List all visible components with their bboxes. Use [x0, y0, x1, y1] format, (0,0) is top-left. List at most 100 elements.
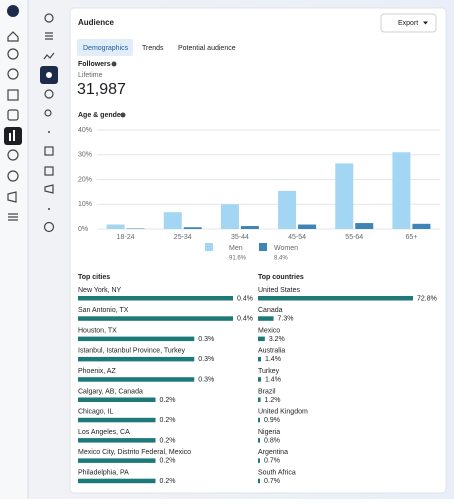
- chart-title: Top countries: [258, 274, 304, 281]
- category-label: Mexico: [258, 327, 280, 334]
- category-label: New York, NY: [78, 287, 122, 294]
- bar: [78, 377, 194, 382]
- category-label: San Antonio, TX: [78, 307, 129, 314]
- value-label: 0.7%: [264, 478, 280, 485]
- bar: [241, 226, 259, 229]
- bar: [78, 458, 156, 463]
- value-label: 0.2%: [160, 397, 176, 404]
- category-label: Mexico City, Distrito Federal, Mexico: [78, 449, 191, 456]
- value-label: 0.2%: [160, 417, 176, 424]
- category-label: South Africa: [258, 470, 296, 477]
- tab[interactable]: Demographics: [83, 45, 129, 52]
- legend-label: Women: [274, 245, 298, 252]
- x-tick-label: 35-44: [231, 234, 249, 241]
- bar: [298, 225, 316, 229]
- category-label: Istanbul, Istanbul Province, Turkey: [78, 348, 185, 355]
- category-label: Argentina: [258, 449, 288, 456]
- category-label: Philadelphia, PA: [78, 470, 129, 477]
- category-label: Brazil: [258, 388, 276, 395]
- bar: [258, 357, 261, 362]
- chart-title: Top cities: [78, 274, 110, 281]
- value-label: 0.8%: [264, 437, 280, 444]
- y-tick-label: 30%: [78, 152, 92, 159]
- bar: [221, 204, 239, 229]
- info-icon[interactable]: [112, 62, 117, 67]
- value-label: 0.4%: [237, 316, 253, 323]
- avatar[interactable]: [7, 5, 19, 17]
- followers-title: Followers: [78, 61, 111, 68]
- audience-glyph: [46, 72, 52, 78]
- y-tick-label: 40%: [78, 127, 92, 134]
- category-label: Nigeria: [258, 429, 280, 436]
- category-label: United States: [258, 287, 301, 294]
- y-tick-label: 20%: [78, 176, 92, 183]
- followers-count: 31,987: [77, 81, 126, 98]
- insights-glyph: [9, 133, 11, 141]
- value-label: 3.2%: [269, 336, 285, 343]
- bar: [78, 418, 156, 423]
- value-label: 1.2%: [265, 397, 281, 404]
- bar: [258, 479, 260, 484]
- legend-swatch: [205, 243, 213, 251]
- bar: [392, 152, 410, 229]
- value-label: 7.3%: [278, 316, 294, 323]
- sidebar: [0, 0, 28, 499]
- x-tick-label: 65+: [405, 234, 417, 241]
- bar: [78, 398, 156, 403]
- chart-title: Age & gender: [78, 112, 124, 119]
- category-label: Turkey: [258, 368, 280, 375]
- category-label: Calgary, AB, Canada: [78, 388, 143, 395]
- bar: [78, 438, 156, 443]
- value-label: 72.8%: [417, 295, 437, 302]
- x-tick-label: 18-24: [117, 234, 135, 241]
- bar: [412, 224, 430, 229]
- value-label: 0.3%: [198, 336, 214, 343]
- value-label: 0.7%: [264, 458, 280, 465]
- bar: [258, 438, 260, 443]
- bar: [78, 357, 194, 362]
- info-icon[interactable]: [121, 113, 126, 118]
- card-title: Audience: [78, 18, 115, 27]
- bar: [184, 227, 202, 229]
- bar: [335, 163, 353, 229]
- value-label: 0.2%: [160, 437, 176, 444]
- value-label: 0.9%: [264, 417, 280, 424]
- bar: [258, 458, 260, 463]
- category-label: United Kingdom: [258, 409, 308, 416]
- bar: [258, 296, 413, 301]
- value-label: 0.4%: [237, 295, 253, 302]
- tab[interactable]: Trends: [142, 45, 164, 52]
- category-label: Australia: [258, 348, 285, 355]
- legend-total: 8.4%: [274, 256, 288, 262]
- category-label: Los Angeles, CA: [78, 429, 130, 436]
- bar: [258, 418, 260, 423]
- bar: [78, 337, 194, 342]
- separator: [48, 131, 50, 133]
- bar: [107, 225, 125, 229]
- bar: [258, 337, 265, 342]
- x-tick-label: 55-64: [345, 234, 363, 241]
- bar: [355, 223, 373, 229]
- bar: [258, 316, 274, 321]
- legend-swatch: [259, 243, 267, 251]
- legend-total: 91.6%: [229, 256, 247, 262]
- bar: [164, 212, 182, 229]
- tab[interactable]: Potential audience: [178, 45, 236, 52]
- category-label: Phoenix, AZ: [78, 368, 116, 375]
- category-label: Houston, TX: [78, 327, 117, 334]
- separator: [48, 208, 50, 210]
- bar: [278, 191, 296, 229]
- value-label: 0.2%: [160, 458, 176, 465]
- value-label: 0.3%: [198, 377, 214, 384]
- legend-label: Men: [229, 245, 243, 252]
- value-label: 1.4%: [265, 377, 281, 384]
- bar: [258, 377, 261, 382]
- bar: [78, 296, 233, 301]
- export-label: Export: [398, 20, 418, 27]
- insights-glyph: [13, 130, 15, 141]
- value-label: 1.4%: [265, 356, 281, 363]
- followers-period: Lifetime: [78, 72, 103, 79]
- x-tick-label: 45-54: [288, 234, 306, 241]
- value-label: 0.3%: [198, 356, 214, 363]
